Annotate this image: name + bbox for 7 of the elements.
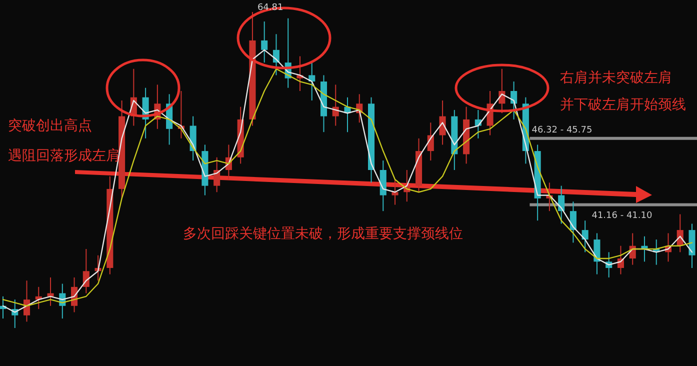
annotation: 突破创出高点 xyxy=(8,118,92,134)
annotation: 46.32 - 45.75 xyxy=(532,125,592,136)
annotation: 遇阻回落形成左肩 xyxy=(8,148,120,164)
annotation: 右肩并未突破左肩 xyxy=(560,70,672,86)
annotation: 并下破左肩开始颈线 xyxy=(560,97,686,113)
annotation: 多次回踩关键位置未破，形成重要支撑颈线位 xyxy=(183,226,463,242)
annotation: 41.16 - 41.10 xyxy=(592,210,652,221)
